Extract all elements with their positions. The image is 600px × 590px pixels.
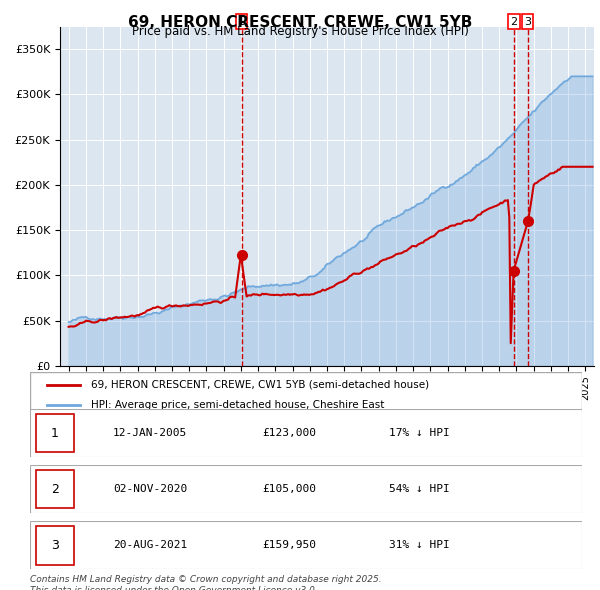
- Text: £105,000: £105,000: [262, 484, 316, 494]
- FancyBboxPatch shape: [30, 409, 582, 457]
- Text: 69, HERON CRESCENT, CREWE, CW1 5YB (semi-detached house): 69, HERON CRESCENT, CREWE, CW1 5YB (semi…: [91, 380, 429, 390]
- Text: 54% ↓ HPI: 54% ↓ HPI: [389, 484, 449, 494]
- FancyBboxPatch shape: [35, 414, 74, 453]
- Text: 3: 3: [524, 17, 531, 27]
- Text: 3: 3: [51, 539, 59, 552]
- FancyBboxPatch shape: [30, 372, 582, 416]
- Text: Contains HM Land Registry data © Crown copyright and database right 2025.
This d: Contains HM Land Registry data © Crown c…: [30, 575, 382, 590]
- Text: 2: 2: [510, 17, 517, 27]
- Text: 02-NOV-2020: 02-NOV-2020: [113, 484, 187, 494]
- Text: 69, HERON CRESCENT, CREWE, CW1 5YB: 69, HERON CRESCENT, CREWE, CW1 5YB: [128, 15, 472, 30]
- Text: £123,000: £123,000: [262, 428, 316, 438]
- Text: 1: 1: [51, 427, 59, 440]
- FancyBboxPatch shape: [30, 465, 582, 513]
- Text: 31% ↓ HPI: 31% ↓ HPI: [389, 540, 449, 550]
- Text: Price paid vs. HM Land Registry's House Price Index (HPI): Price paid vs. HM Land Registry's House …: [131, 25, 469, 38]
- Text: 2: 2: [51, 483, 59, 496]
- Text: HPI: Average price, semi-detached house, Cheshire East: HPI: Average price, semi-detached house,…: [91, 400, 384, 410]
- Text: 17% ↓ HPI: 17% ↓ HPI: [389, 428, 449, 438]
- Text: 20-AUG-2021: 20-AUG-2021: [113, 540, 187, 550]
- FancyBboxPatch shape: [35, 470, 74, 509]
- Text: £159,950: £159,950: [262, 540, 316, 550]
- FancyBboxPatch shape: [30, 521, 582, 569]
- Text: 1: 1: [238, 17, 245, 27]
- FancyBboxPatch shape: [35, 526, 74, 565]
- Text: 12-JAN-2005: 12-JAN-2005: [113, 428, 187, 438]
